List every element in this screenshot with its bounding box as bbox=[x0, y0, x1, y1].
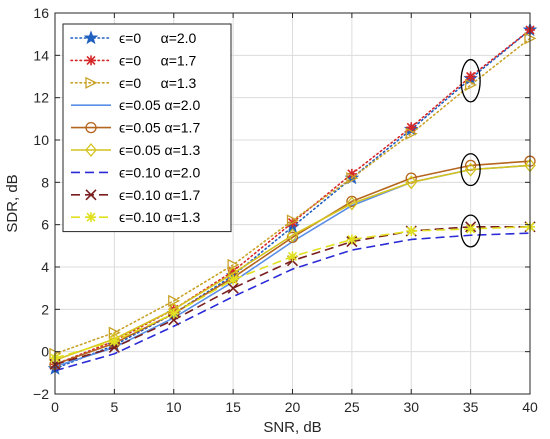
x-tick-label: 40 bbox=[522, 399, 538, 415]
x-tick-label: 25 bbox=[344, 399, 360, 415]
data-point bbox=[465, 223, 476, 234]
legend-entry: ϵ=0.05 α=2.0 bbox=[71, 97, 200, 113]
data-point bbox=[465, 71, 476, 82]
data-point bbox=[346, 196, 358, 211]
y-tick-label: 2 bbox=[41, 301, 49, 317]
legend-label: ϵ=0.05 α=2.0 bbox=[119, 97, 200, 113]
legend-label: ϵ=0 α=2.0 bbox=[119, 30, 197, 46]
legend-entry: ϵ=0.10 α=1.7 bbox=[71, 187, 200, 203]
series-line bbox=[54, 160, 531, 366]
x-tick-label: 15 bbox=[225, 399, 241, 415]
legend-marker bbox=[85, 76, 98, 89]
legend-entry: ϵ=0.10 α=2.0 bbox=[71, 164, 200, 180]
highlight-ellipse bbox=[460, 58, 481, 103]
legend-entry: ϵ=0 α=1.7 bbox=[70, 52, 197, 68]
data-point bbox=[287, 251, 298, 262]
legend-marker bbox=[86, 55, 96, 66]
x-tick-label: 30 bbox=[403, 399, 419, 415]
highlight-ellipse bbox=[460, 153, 481, 187]
data-point bbox=[227, 282, 239, 294]
data-point bbox=[168, 308, 179, 319]
legend-label: ϵ=0.10 α=2.0 bbox=[119, 164, 200, 180]
x-tick-label: 20 bbox=[285, 399, 301, 415]
legend: ϵ=0 α=2.0 ϵ=0 α=1.7 ϵ=0 α=1.3 ϵ=0.05 α=2.0 ϵ… bbox=[62, 23, 232, 233]
y-tick-label: 8 bbox=[41, 174, 49, 190]
y-tick-label: 14 bbox=[33, 47, 49, 63]
legend-marker bbox=[83, 30, 99, 45]
legend-entry: ϵ=0 α=1.3 bbox=[70, 75, 197, 91]
y-tick-label: −2 bbox=[33, 386, 49, 402]
data-point bbox=[109, 336, 120, 347]
y-tick-label: 16 bbox=[33, 5, 49, 21]
data-point bbox=[108, 326, 121, 339]
y-tick-label: 10 bbox=[33, 132, 49, 148]
legend-label: ϵ=0.05 α=1.3 bbox=[119, 142, 200, 158]
data-point bbox=[405, 175, 418, 190]
x-axis-label: SNR, dB bbox=[263, 419, 321, 436]
x-tick-label: 10 bbox=[166, 399, 182, 415]
y-tick-label: 4 bbox=[41, 259, 49, 275]
data-point bbox=[406, 226, 417, 237]
data-point bbox=[286, 214, 299, 227]
x-tick-label: 0 bbox=[51, 399, 59, 415]
series-line bbox=[54, 232, 531, 372]
highlight-ellipse bbox=[460, 214, 481, 248]
data-point bbox=[346, 234, 357, 245]
data-point bbox=[228, 266, 239, 277]
legend-entry: ϵ=0.05 α=1.3 bbox=[71, 142, 200, 158]
series-line bbox=[54, 37, 531, 355]
y-axis-label: SDR, dB bbox=[4, 174, 21, 232]
data-point bbox=[464, 162, 477, 177]
x-tick-label: 5 bbox=[110, 399, 118, 415]
legend-label: ϵ=0.10 α=1.7 bbox=[119, 187, 200, 203]
legend-label: ϵ=0.05 α=1.7 bbox=[119, 120, 200, 136]
legend-label: ϵ=0.10 α=1.3 bbox=[119, 209, 200, 225]
data-point bbox=[286, 231, 299, 244]
data-point bbox=[286, 228, 299, 243]
legend-marker bbox=[85, 142, 97, 158]
legend-entry: ϵ=0 α=2.0 bbox=[70, 30, 197, 46]
data-point bbox=[464, 78, 478, 92]
y-tick-label: 0 bbox=[41, 344, 49, 360]
legend-entry: ϵ=0.10 α=1.3 bbox=[71, 209, 200, 225]
x-tick-label: 35 bbox=[463, 399, 479, 415]
data-point bbox=[346, 168, 357, 179]
y-tick-label: 6 bbox=[41, 217, 49, 233]
data-point bbox=[406, 122, 417, 133]
legend-marker bbox=[85, 121, 97, 134]
legend-label: ϵ=0 α=1.7 bbox=[119, 52, 197, 68]
annotations bbox=[460, 58, 481, 248]
data-point bbox=[346, 172, 359, 185]
series-line bbox=[54, 164, 531, 361]
legend-label: ϵ=0 α=1.3 bbox=[119, 75, 197, 91]
series-7 bbox=[54, 232, 531, 372]
legend-marker bbox=[85, 189, 97, 201]
y-tick-label: 12 bbox=[33, 90, 49, 106]
data-point bbox=[228, 274, 239, 285]
legend-marker bbox=[86, 212, 96, 223]
data-point bbox=[405, 127, 418, 140]
legend-entry: ϵ=0.05 α=1.7 bbox=[71, 120, 200, 136]
